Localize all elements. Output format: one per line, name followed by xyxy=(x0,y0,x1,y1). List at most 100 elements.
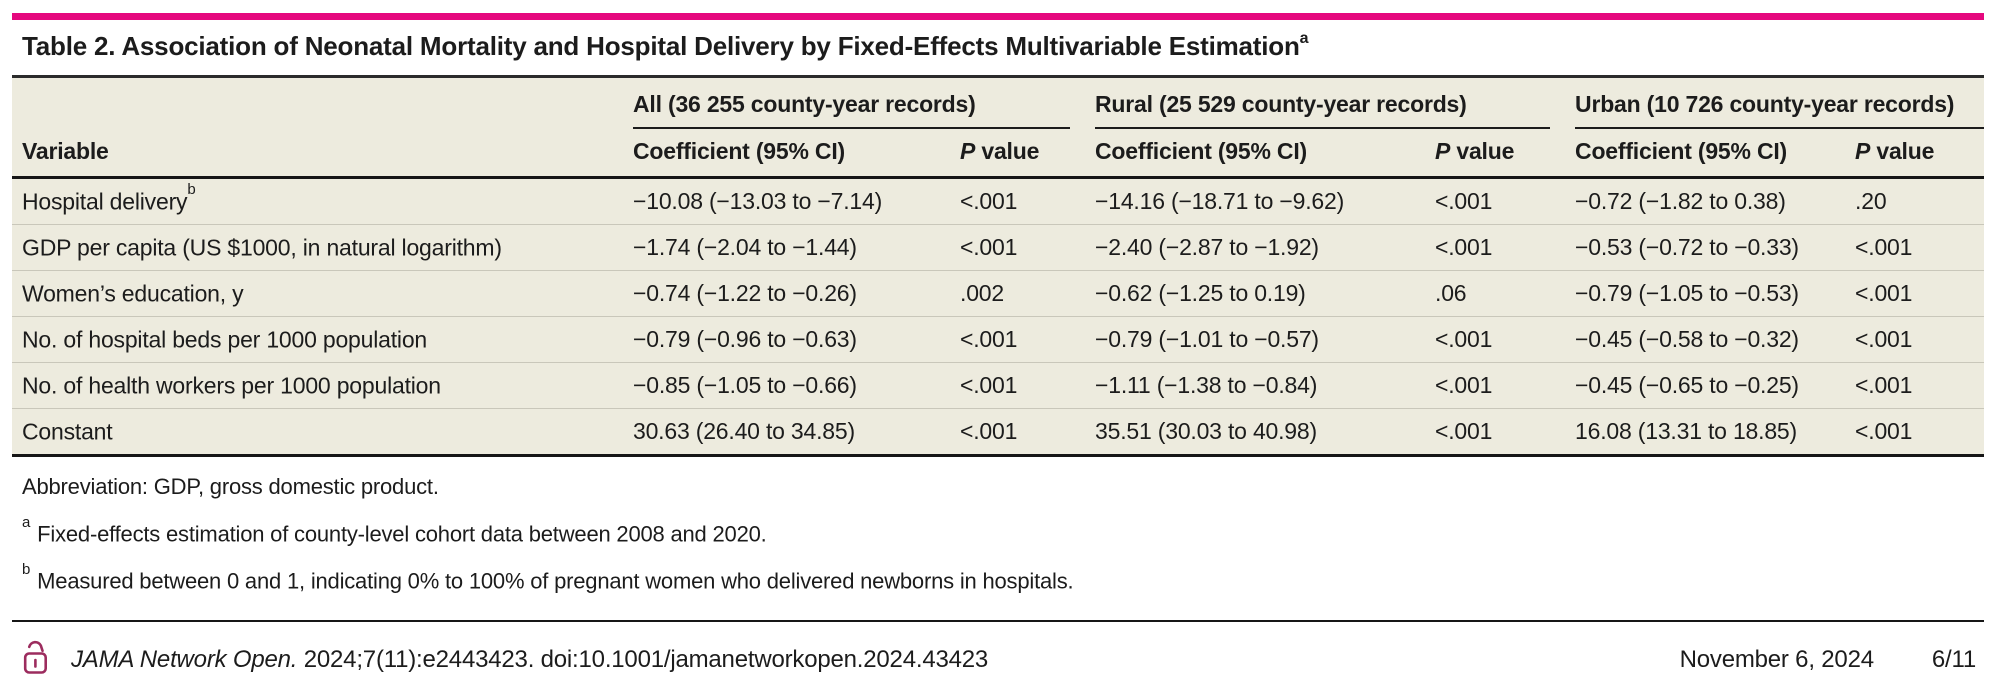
variable-cell: Hospital deliveryb xyxy=(12,177,633,225)
coefficient-cell-urban: −0.53 (−0.72 to −0.33) xyxy=(1575,224,1856,271)
table-title-footnote-marker: a xyxy=(1299,30,1309,48)
accent-bar xyxy=(12,13,1984,20)
group-header-row: Variable All (36 255 county-year records… xyxy=(12,78,1985,164)
group-gap xyxy=(1070,128,1095,178)
table-row: GDP per capita (US $1000, in natural log… xyxy=(12,224,1985,271)
pvalue-cell-all: <.001 xyxy=(960,177,1071,225)
table-title: Table 2. Association of Neonatal Mortali… xyxy=(12,20,1984,78)
open-access-lock-icon xyxy=(22,635,49,678)
pvalue-cell-all: <.001 xyxy=(960,316,1071,363)
gap-cell xyxy=(1550,408,1576,456)
variable-label: GDP per capita (US $1000, in natural log… xyxy=(22,234,502,261)
group-gap xyxy=(1550,78,1575,128)
table-title-text: Table 2. Association of Neonatal Mortali… xyxy=(22,31,1300,61)
column-header-coefficient-rural: Coefficient (95% CI) xyxy=(1095,138,1307,164)
gap-cell xyxy=(1070,408,1096,456)
group-header-all: All (36 255 county-year records) xyxy=(633,78,1071,129)
pvalue-cell-all: <.001 xyxy=(960,224,1071,271)
p-italic: P xyxy=(1855,138,1871,164)
coefficient-cell-rural: −2.40 (−2.87 to −1.92) xyxy=(1095,224,1436,271)
pvalue-cell-rural: <.001 xyxy=(1435,224,1551,271)
table-body: Hospital deliveryb −10.08 (−13.03 to −7.… xyxy=(12,177,1985,456)
citation-rest: 2024;7(11):e2443423. doi:10.1001/jamanet… xyxy=(297,645,989,673)
variable-cell: GDP per capita (US $1000, in natural log… xyxy=(12,224,633,271)
variable-label: No. of health workers per 1000 populatio… xyxy=(22,372,441,399)
gap-cell xyxy=(1550,270,1576,317)
footnote-b: b Measured between 0 and 1, indicating 0%… xyxy=(22,561,1984,594)
p-rest: value xyxy=(975,138,1040,164)
pvalue-cell-rural: .06 xyxy=(1435,270,1551,317)
variable-label: Women’s education, y xyxy=(22,280,244,307)
footer-divider xyxy=(12,620,1984,622)
column-header-coefficient-urban: Coefficient (95% CI) xyxy=(1575,138,1788,164)
variable-footnote-marker: b xyxy=(187,180,196,198)
page-footer: JAMA Network Open. 2024;7(11):e2443423. … xyxy=(12,622,1984,678)
pvalue-cell-all: .002 xyxy=(960,270,1071,317)
column-header-pvalue-urban: P value xyxy=(1855,128,1984,178)
gap-cell xyxy=(1070,316,1096,363)
pvalue-cell-urban: .20 xyxy=(1855,177,1985,225)
column-header-variable: Variable xyxy=(22,138,109,164)
pvalue-cell-urban: <.001 xyxy=(1855,224,1985,271)
column-header-pvalue-all: P value xyxy=(960,128,1070,178)
group-gap xyxy=(1070,78,1095,128)
variable-label: No. of hospital beds per 1000 population xyxy=(22,326,428,353)
group-header-rural: Rural (25 529 county-year records) xyxy=(1095,78,1551,129)
pvalue-cell-urban: <.001 xyxy=(1855,316,1985,363)
citation: JAMA Network Open. 2024;7(11):e2443423. … xyxy=(71,646,988,674)
group-gap xyxy=(1550,128,1575,178)
pvalue-cell-rural: <.001 xyxy=(1435,362,1551,409)
pvalue-cell-urban: <.001 xyxy=(1855,362,1985,409)
footnote-a-marker: a xyxy=(22,514,31,531)
column-header-row: Coefficient (95% CI) P value Coefficient… xyxy=(12,128,1984,178)
coefficient-cell-rural: −0.79 (−1.01 to −0.57) xyxy=(1095,316,1436,363)
table-row: Women’s education, y −0.74 (−1.22 to −0.… xyxy=(12,270,1985,317)
coefficient-cell-all: −10.08 (−13.03 to −7.14) xyxy=(633,177,960,225)
coefficient-cell-rural: −14.16 (−18.71 to −9.62) xyxy=(1095,177,1436,225)
pvalue-cell-all: <.001 xyxy=(960,408,1071,456)
table-row: No. of hospital beds per 1000 population… xyxy=(12,316,1985,363)
coefficient-cell-all: −0.74 (−1.22 to −0.26) xyxy=(633,270,960,317)
journal-name: JAMA Network Open. xyxy=(71,645,298,673)
table-row: Constant 30.63 (26.40 to 34.85) <.001 35… xyxy=(12,408,1985,456)
pvalue-cell-urban: <.001 xyxy=(1855,270,1985,317)
column-header-pvalue-rural: P value xyxy=(1435,128,1550,178)
pvalue-cell-rural: <.001 xyxy=(1435,177,1551,225)
group-header-urban: Urban (10 726 county-year records) xyxy=(1575,78,1985,129)
column-header-coefficient-all: Coefficient (95% CI) xyxy=(633,138,845,164)
gap-cell xyxy=(1070,270,1096,317)
table-row: Hospital deliveryb −10.08 (−13.03 to −7.… xyxy=(12,177,1985,225)
footnote-a-text: Fixed-effects estimation of county-level… xyxy=(37,521,767,547)
p-rest: value xyxy=(1870,138,1935,164)
coefficient-cell-urban: −0.79 (−1.05 to −0.53) xyxy=(1575,270,1856,317)
p-italic: P xyxy=(960,138,976,164)
coefficient-cell-all: −0.85 (−1.05 to −0.66) xyxy=(633,362,960,409)
footnote-b-marker: b xyxy=(22,561,31,579)
gap-cell xyxy=(1550,177,1576,225)
coefficient-cell-urban: −0.45 (−0.65 to −0.25) xyxy=(1575,362,1856,409)
coefficient-cell-urban: −0.45 (−0.58 to −0.32) xyxy=(1575,316,1856,363)
results-table: Variable All (36 255 county-year records… xyxy=(12,78,1985,457)
footnotes: Abbreviation: GDP, gross domestic produc… xyxy=(12,457,1984,620)
p-rest: value xyxy=(1450,138,1515,164)
coefficient-cell-rural: −1.11 (−1.38 to −0.84) xyxy=(1095,362,1436,409)
gap-cell xyxy=(1070,362,1096,409)
gap-cell xyxy=(1550,362,1576,409)
pvalue-cell-rural: <.001 xyxy=(1435,316,1551,363)
publication-date: November 6, 2024 xyxy=(1679,645,1874,673)
footnote-a: a Fixed-effects estimation of county-leve… xyxy=(22,514,1984,547)
coefficient-cell-all: −0.79 (−0.96 to −0.63) xyxy=(633,316,960,363)
coefficient-cell-urban: −0.72 (−1.82 to 0.38) xyxy=(1575,177,1856,225)
gap-cell xyxy=(1070,177,1096,225)
variable-cell: Constant xyxy=(12,408,633,456)
coefficient-cell-all: −1.74 (−2.04 to −1.44) xyxy=(633,224,960,271)
pvalue-cell-all: <.001 xyxy=(960,362,1071,409)
gap-cell xyxy=(1550,316,1576,363)
coefficient-cell-all: 30.63 (26.40 to 34.85) xyxy=(633,408,960,456)
coefficient-cell-rural: 35.51 (30.03 to 40.98) xyxy=(1095,408,1436,456)
footnote-b-text: Measured between 0 and 1, indicating 0% … xyxy=(37,568,1074,594)
variable-label: Constant xyxy=(22,418,113,445)
variable-cell: No. of hospital beds per 1000 population xyxy=(12,316,633,363)
pvalue-cell-rural: <.001 xyxy=(1435,408,1551,456)
